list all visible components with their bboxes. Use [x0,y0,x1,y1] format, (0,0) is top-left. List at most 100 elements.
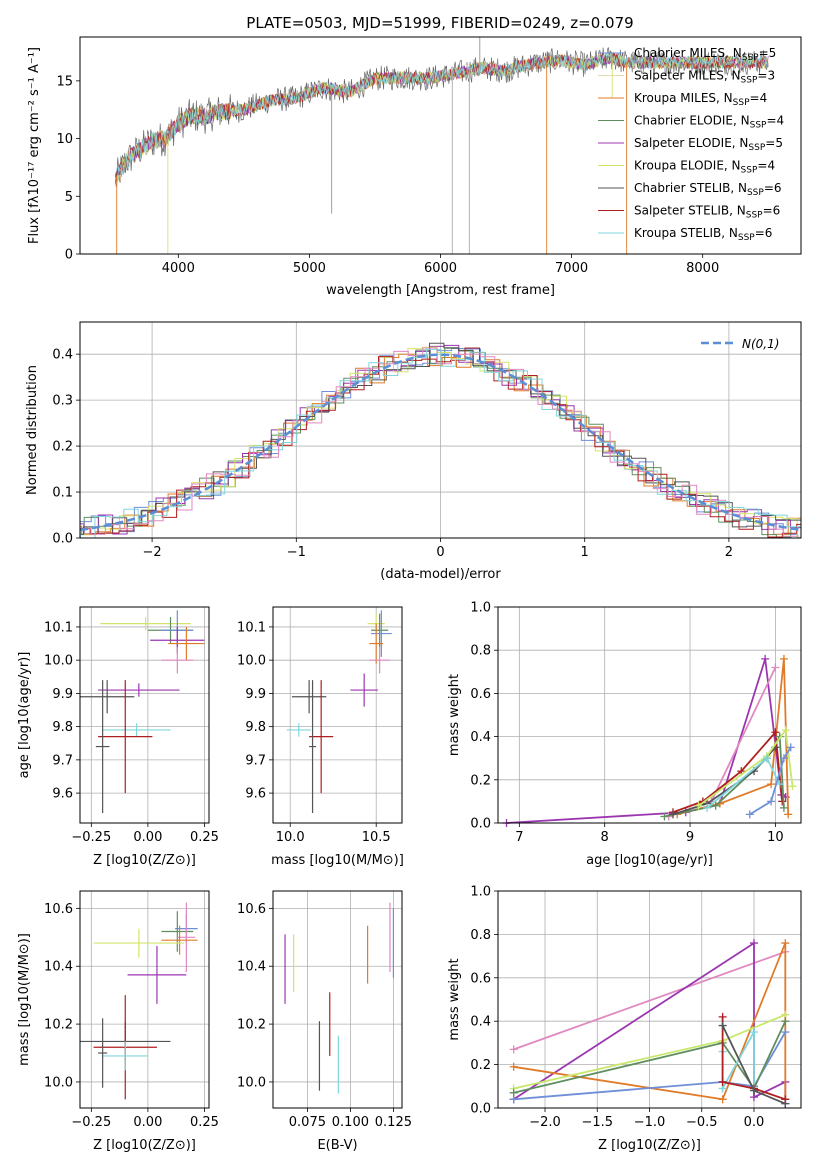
y-tick-label: 1.0 [470,601,491,616]
x-axis-label: Z [log10(Z/Z⊙)] [598,1138,701,1153]
y-tick-label: 0.6 [470,971,491,986]
x-tick-label: 4000 [162,261,195,276]
y-tick-label: 0 [65,248,73,263]
legend-label-value: =4 [750,91,768,105]
y-tick-label: 10.6 [44,902,73,917]
x-axis-label: Z [log10(Z/Z⊙)] [93,1138,196,1153]
residuals-panel: −2 −1 0 1 2 0.0 0.1 0.2 0.3 0.4 (data-model)/error… [25,321,802,582]
legend-label-value: =6 [764,181,782,195]
x-tick-label: 5000 [293,261,326,276]
y-tick-label: 10.0 [44,1075,73,1090]
y-tick-label: 10.0 [237,1075,266,1090]
x-tick-label: −1.0 [634,1115,666,1130]
series-line [698,727,794,807]
legend-label-value: =4 [766,114,784,128]
y-tick-label: 9.9 [245,687,266,702]
x-axis-label: age [log10(age/yr)] [586,853,713,868]
legend-label-value: =3 [757,69,775,83]
x-tick-label: 0.00 [133,1115,162,1130]
y-tick-label: 9.9 [52,687,73,702]
legend-label-text: Chabrier MILES, N [634,46,742,60]
legend-label: N(0,1) [742,337,779,351]
x-tick-label: −0.25 [71,1115,111,1130]
x-tick-label: 2 [725,545,733,560]
y-tick-label: 15 [56,74,73,89]
legend-label-text: Kroupa ELODIE, N [634,159,741,173]
x-tick-label: 10.5 [362,830,391,845]
y-axis-label: mass weight [447,958,462,1040]
series-marker [788,782,797,791]
x-axis-label: Z [log10(Z/Z⊙)] [93,853,196,868]
series-line [721,1016,786,1101]
x-tick-label: −2.0 [529,1115,561,1130]
y-tick-label: 0.6 [470,687,491,702]
series-marker [703,803,712,812]
series-marker [767,780,776,789]
spectrum-series-line [115,52,769,187]
y-tick-label: 10.2 [44,1018,73,1033]
legend-label-value: =6 [763,204,781,218]
y-tick-label: 10.2 [237,1018,266,1033]
histogram-step [80,348,801,538]
series-marker [781,939,790,948]
legend-label-sub: SSP [738,233,755,243]
legend-label-text: Kroupa STELIB, N [634,226,738,240]
axes-frame [272,890,403,1109]
legend-label-text: Kroupa MILES, N [634,91,733,105]
y-axis-label: Flux [fλ10⁻¹⁷ erg cm⁻² s⁻¹ A⁻¹] [27,47,42,244]
x-tick-label: 0 [436,545,444,560]
y-tick-label: 0.4 [52,348,73,363]
legend-label-sub: SSP [746,211,763,221]
series-line [706,756,781,809]
x-tick-label: −1 [287,545,306,560]
x-axis-label: (data-model)/error [380,567,501,582]
x-axis-label: wavelength [Angstrom, rest frame] [326,283,555,298]
series-marker [509,1045,518,1054]
series-lines [502,654,797,827]
age-vs-mass-panel: 10.0 10.5 9.6 9.7 9.8 9.9 10.0 10.1 mass [log10(… [237,606,404,868]
errorbars [80,610,205,814]
legend-label: Salpeter ELODIE, NSSP=5 [634,136,783,153]
legend-label: Kroupa MILES, NSSP=4 [634,91,767,108]
x-axis-label: E(B-V) [317,1138,357,1153]
y-tick-label: 10.1 [237,620,266,635]
x-tick-label: 1 [581,545,589,560]
series-marker [781,1017,790,1026]
series-marker [718,1012,727,1021]
y-axis-label: Normed distribution [25,365,40,495]
legend-label: Kroupa STELIB, NSSP=6 [634,226,772,243]
y-tick-label: 0.2 [470,1058,491,1073]
x-tick-label: 10 [767,830,784,845]
normal-curve [80,353,801,532]
series-marker [668,810,677,819]
x-tick-label: 9 [686,830,694,845]
series-marker [779,754,788,763]
series-marker [781,1099,790,1108]
legend-label-text: Salpeter STELIB, N [634,204,746,218]
x-tick-label: 0.25 [190,1115,219,1130]
axes-frame [497,606,802,824]
axes-frame [272,606,403,824]
y-tick-label: 0.0 [470,817,491,832]
series-line [749,746,792,816]
figure-title: PLATE=0503, MJD=51999, FIBERID=0249, z=0… [246,14,633,32]
axes-frame [79,606,210,824]
legend-label-text: Salpeter MILES, N [634,69,741,83]
x-tick-label: −1.5 [581,1115,613,1130]
series-line [672,746,777,816]
series-lines [509,939,790,1108]
series-marker [767,797,776,806]
x-tick-label: 7 [515,830,523,845]
y-tick-label: 0.2 [52,440,73,455]
y-axis-label: mass weight [447,674,462,756]
histogram-step [80,346,801,538]
y-tick-label: 9.8 [52,720,73,735]
series-marker [781,1028,790,1037]
x-tick-label: 0.100 [332,1115,369,1130]
y-tick-label: 0.8 [470,644,491,659]
errorbars [80,902,198,1100]
histogram-step [80,347,801,538]
y-tick-label: 0.0 [52,532,73,547]
y-tick-label: 10.0 [237,654,266,669]
spectrum-series-line [115,52,769,184]
